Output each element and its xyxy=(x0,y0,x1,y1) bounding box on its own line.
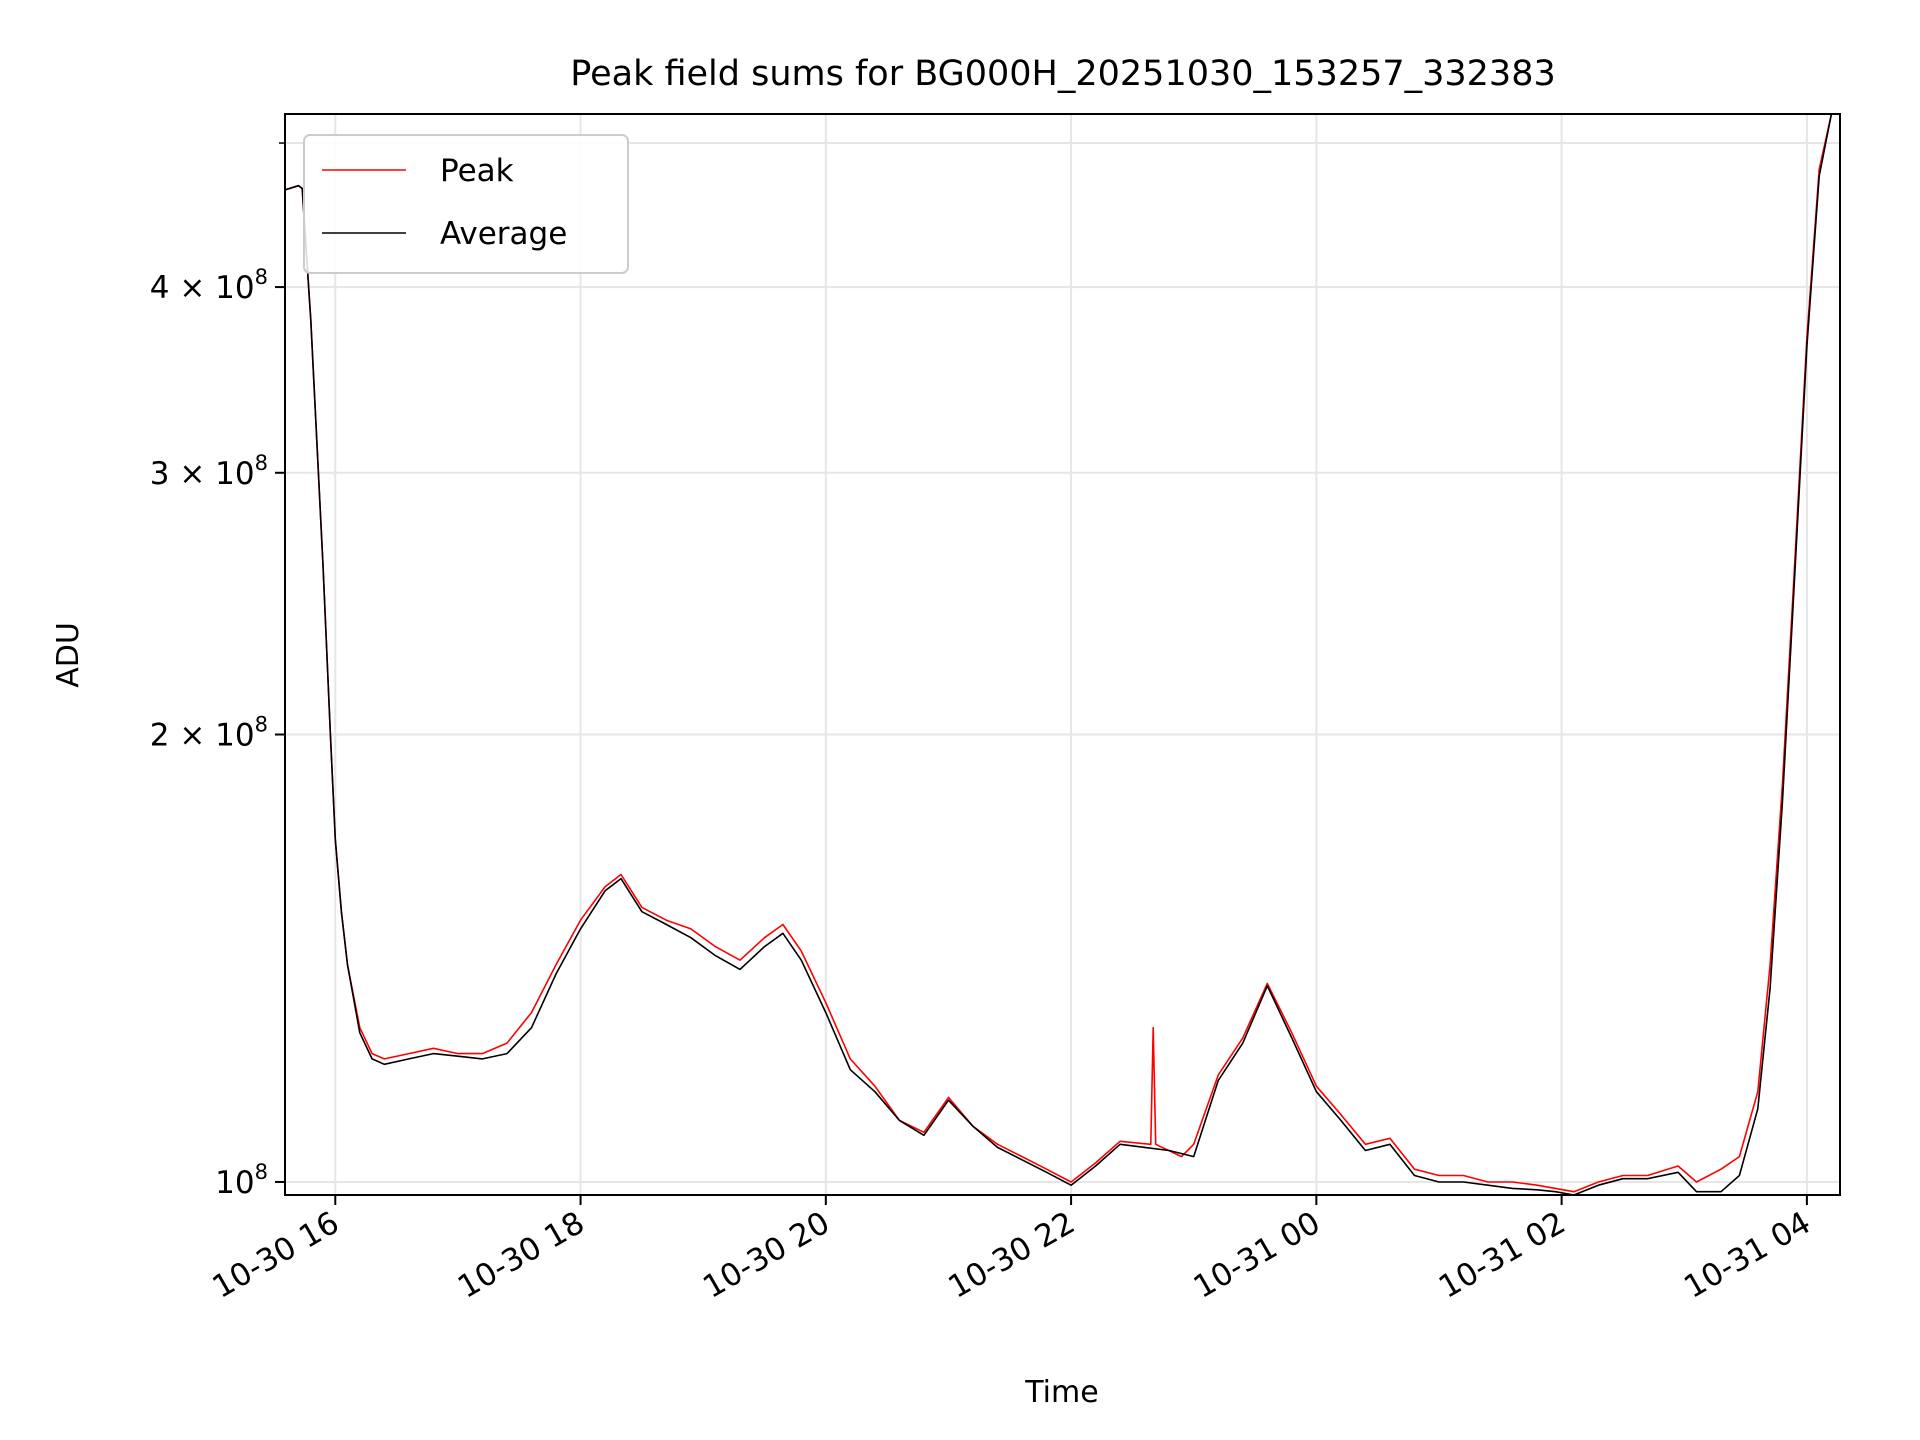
x-axis-label: Time xyxy=(1024,1375,1098,1410)
series-line-average xyxy=(284,113,1840,1196)
plot-frame xyxy=(284,113,1841,1196)
series-layer xyxy=(284,113,1840,1196)
y-axis-label: ADU xyxy=(51,622,86,688)
chart-title: Peak field sums for BG000H_20251030_1532… xyxy=(570,54,1556,94)
y-tick-label: 4 × 108 xyxy=(150,265,268,306)
legend-label-average: Average xyxy=(440,216,567,252)
legend-label-peak: Peak xyxy=(440,153,514,189)
series-line-peak xyxy=(284,113,1840,1193)
legend: Peak Average xyxy=(303,134,629,274)
y-tick-label: 2 × 108 xyxy=(150,713,268,754)
grid xyxy=(285,114,1840,1195)
y-tick-label: 108 xyxy=(215,1160,268,1201)
y-tick-label: 3 × 108 xyxy=(150,451,268,492)
